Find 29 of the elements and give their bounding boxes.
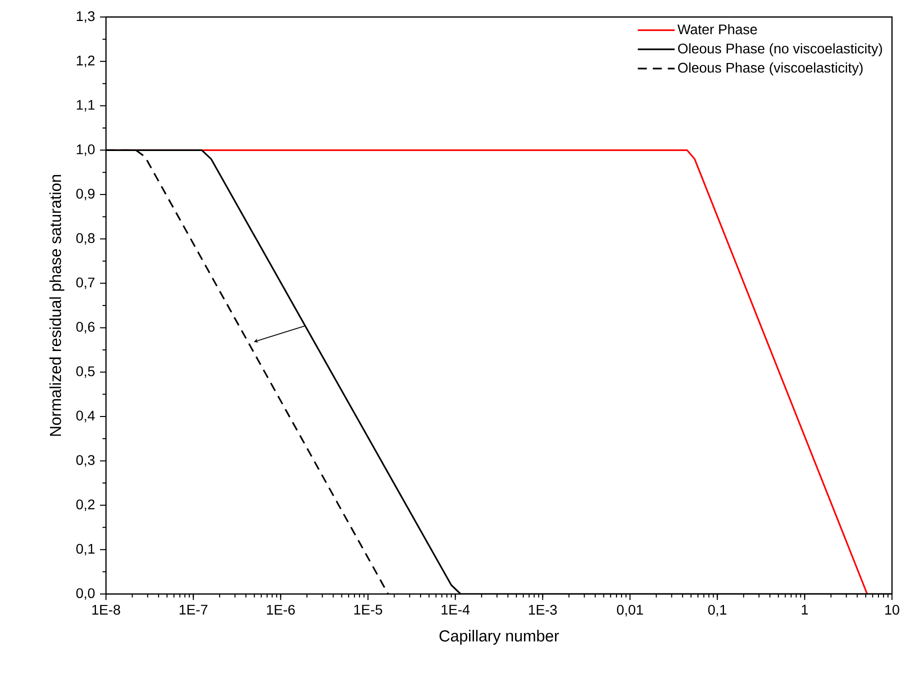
x-tick-label: 1E-5	[354, 604, 382, 615]
y-tick-label: 0,6	[76, 322, 95, 334]
y-tick-label: 0,3	[76, 455, 95, 467]
x-axis-title: Capillary number	[440, 630, 559, 645]
y-tick-label: 0,2	[76, 499, 94, 511]
y-tick-label: 0,4	[76, 410, 95, 422]
x-tick-label: 1E-8	[92, 604, 120, 615]
legend-label: Oleous Phase (viscoelasticity)	[678, 62, 863, 76]
y-tick-label: 1,2	[76, 56, 94, 68]
x-tick-label: 0,01	[616, 604, 643, 616]
x-tick-label: 1E-7	[180, 604, 208, 614]
y-tick-label: 0,9	[76, 188, 94, 200]
x-tick-label: 1E-6	[266, 604, 295, 615]
y-tick-label: 0,0	[76, 588, 95, 600]
legend-label: Water Phase	[678, 24, 757, 34]
x-tick-label: 10	[885, 604, 900, 615]
legend-label: Oleous Phase (no viscoelasticity)	[678, 43, 882, 56]
x-tick-label: 1E-3	[528, 604, 557, 615]
y-tick-label: 0,8	[76, 233, 95, 245]
y-tick-label: 0,1	[76, 544, 94, 556]
y-axis-title: Normalized residual phase saturation	[49, 175, 64, 436]
x-tick-label: 0,1	[708, 604, 726, 616]
y-tick-label: 1,0	[76, 144, 95, 156]
x-tick-label: 1	[802, 604, 808, 614]
y-tick-label: 1,1	[76, 100, 94, 112]
y-tick-label: 1,3	[76, 11, 95, 23]
x-tick-label: 1E-4	[442, 604, 470, 614]
y-tick-label: 0,5	[76, 366, 95, 378]
y-tick-label: 0,7	[76, 278, 94, 290]
